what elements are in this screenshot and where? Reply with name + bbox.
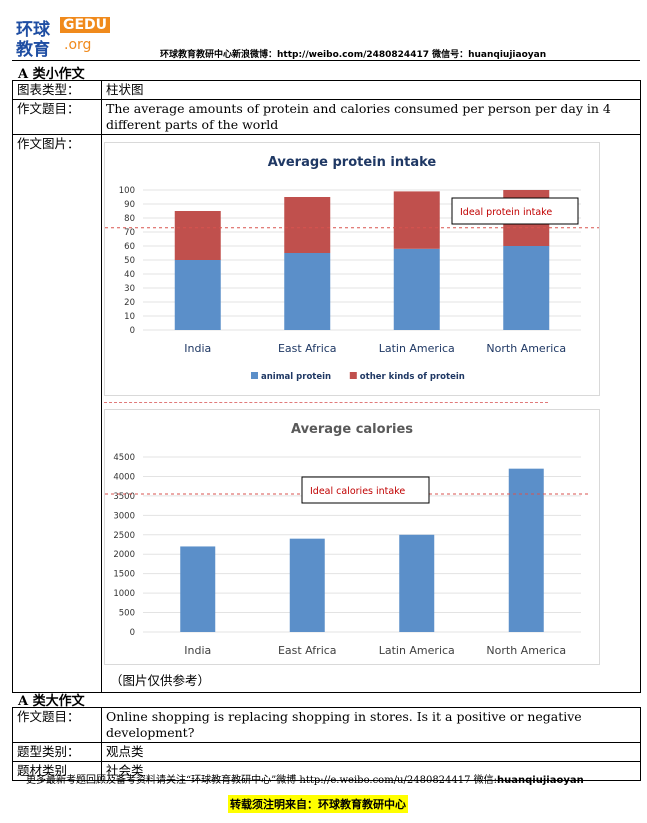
footer-wechat: huanqiujiaoyan (497, 775, 584, 786)
y-tick-label: 1500 (113, 570, 135, 580)
row-label: 图表类型： (12, 80, 102, 100)
row-value: 观点类 (101, 742, 641, 762)
y-tick-label: 3000 (113, 511, 135, 521)
calories-chart: Average calories 0 500 1000 1500 2000 2500 300… (104, 409, 600, 665)
header-divider (12, 60, 640, 61)
row-value: The average amounts of protein and calor… (101, 99, 641, 135)
table-row: 题型类别： 观点类 (12, 742, 641, 762)
x-tick-label: North America (486, 644, 566, 657)
legend-label: animal protein (261, 372, 331, 382)
row-value: 社会类 (101, 761, 641, 781)
y-tick-label: 0 (130, 326, 135, 336)
table-row: 题材类别 社会类 (12, 761, 641, 781)
y-tick-label: 70 (124, 228, 135, 238)
logo: 环球 教育 GEDU .org (16, 15, 111, 60)
x-tick-label: North America (486, 342, 566, 355)
row-label: 题型类别： (12, 742, 102, 762)
bar (399, 534, 435, 632)
reference-label: Ideal protein intake (460, 207, 552, 218)
y-tick-label: 500 (119, 609, 135, 619)
x-tick-label: East Africa (278, 644, 337, 657)
row-label: 作文题目： (12, 707, 102, 743)
protein-chart: Average protein intake 0 10 20 30 40 50 60 70 80… (104, 142, 600, 396)
calories-chart-svg: 0 500 1000 1500 2000 2500 3000 3500 4000 4500 Indi… (105, 453, 589, 657)
table-row: 作文题目： The average amounts of protein and… (12, 99, 641, 135)
x-tick-label: India (184, 644, 211, 657)
row-value: 柱状图 (101, 80, 641, 100)
chart-title: Average calories (290, 422, 413, 437)
y-tick-label: 60 (124, 242, 135, 252)
bar (174, 260, 221, 330)
row-value: Online shopping is replacing shopping in… (101, 707, 641, 743)
bar (174, 211, 221, 260)
x-tick-label: India (184, 342, 211, 355)
bar (289, 538, 325, 632)
y-tick-label: 0 (130, 628, 135, 638)
reference-label: Ideal calories intake (310, 486, 405, 497)
legend-swatch (251, 372, 258, 379)
x-tick-label: Latin America (379, 342, 455, 355)
logo-text-top: 环球 (16, 20, 50, 40)
y-tick-label: 20 (124, 298, 135, 308)
y-tick-label: 2500 (113, 531, 135, 541)
y-tick-label: 40 (124, 270, 135, 280)
bar (284, 253, 331, 330)
footer-notice: 转载须注明来自：环球教育教研中心 (228, 795, 408, 813)
bar (180, 546, 216, 632)
dashed-separator (104, 402, 548, 403)
logo-text-bottom: 教育 (16, 40, 50, 60)
row-label: 作文题目： (12, 99, 102, 135)
y-tick-label: 100 (119, 186, 135, 196)
section-title-large-essay: A 类大作文 (18, 694, 85, 709)
y-tick-label: 4000 (113, 472, 135, 482)
header-contact: 环球教育教研中心新浪微博：http://weibo.com/2480824417… (160, 50, 547, 60)
table-row: 图表类型： 柱状图 (12, 80, 641, 100)
row-label: 作文图片： (12, 134, 102, 693)
y-tick-label: 4500 (113, 453, 135, 463)
footer-info: 更多最新考题回顾及备考资料请关注“环球教育教研中心”微博 http://e.we… (26, 771, 584, 786)
bar (393, 248, 440, 330)
logo-org: .org (64, 37, 92, 53)
y-tick-label: 50 (124, 256, 135, 266)
x-tick-label: Latin America (379, 644, 455, 657)
protein-chart-svg: 0 10 20 30 40 50 60 70 80 90 100 India East Africa La… (105, 186, 599, 382)
logo-gedu: GEDU (60, 17, 111, 33)
x-tick-label: East Africa (278, 342, 337, 355)
legend-label: other kinds of protein (360, 372, 465, 382)
y-tick-label: 2000 (113, 550, 135, 560)
bar (508, 468, 544, 632)
image-note: （图片仅供参考） (110, 673, 211, 688)
section-title-small-essay: A 类小作文 (18, 67, 85, 82)
y-tick-label: 90 (124, 200, 135, 210)
large-task-table: 作文题目： Online shopping is replacing shopp… (12, 707, 641, 781)
y-tick-label: 3500 (113, 492, 135, 502)
bar (284, 197, 331, 253)
y-tick-label: 10 (124, 312, 135, 322)
bar (503, 246, 550, 330)
footer-text: 更多最新考题回顾及备考资料请关注“环球教育教研中心”微博 http://e.we… (26, 775, 498, 786)
y-tick-label: 1000 (113, 589, 135, 599)
y-tick-label: 80 (124, 214, 135, 224)
reference-label-box (301, 476, 430, 504)
reference-label-box (451, 197, 579, 225)
chart-title: Average protein intake (267, 155, 437, 170)
y-tick-label: 30 (124, 284, 135, 294)
legend-swatch (349, 372, 357, 379)
row-label: 题材类别 (12, 761, 102, 781)
bar (393, 191, 440, 249)
table-row: 作文题目： Online shopping is replacing shopp… (12, 707, 641, 743)
